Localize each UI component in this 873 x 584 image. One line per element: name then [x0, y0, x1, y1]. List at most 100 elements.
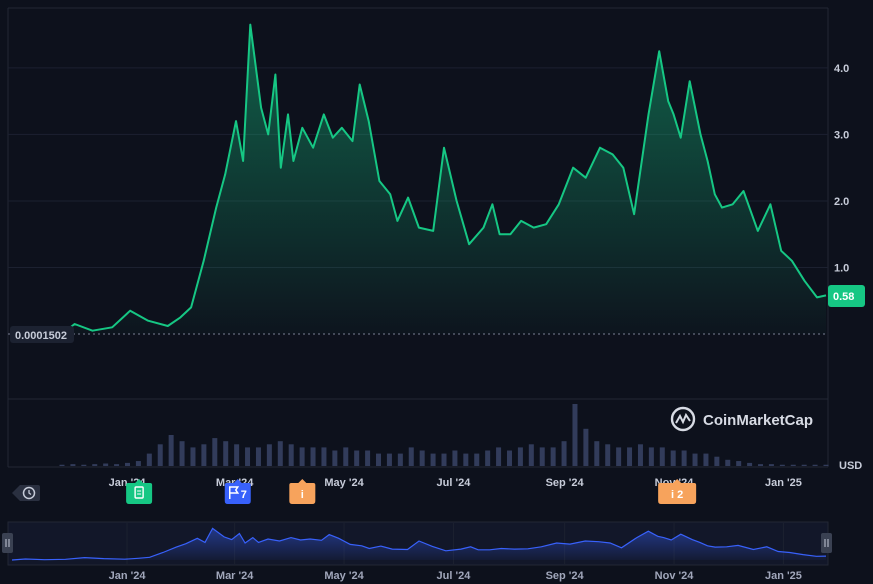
volume-bar: [234, 444, 240, 466]
volume-bar: [561, 441, 567, 466]
volume-bar: [506, 450, 512, 466]
navigator-left-handle-body[interactable]: [2, 533, 13, 553]
history-icon[interactable]: [22, 486, 36, 500]
navigator-x-tick-label: Sep '24: [546, 570, 585, 582]
volume-bar: [714, 456, 720, 466]
navigator-left-handle[interactable]: [2, 533, 13, 553]
volume-bar: [223, 441, 229, 466]
volume-bar: [670, 450, 676, 466]
volume-bar: [441, 453, 447, 466]
volume-bar: [288, 444, 294, 466]
history-button-shape[interactable]: [12, 485, 40, 501]
volume-bar: [59, 464, 65, 466]
volume-bar: [376, 453, 382, 466]
volume-bar: [245, 447, 251, 466]
volume-bar: [103, 463, 109, 466]
volume-bar: [539, 447, 545, 466]
volume-bar: [408, 447, 414, 466]
navigator-x-tick-label: Jul '24: [437, 570, 472, 582]
volume-bar: [692, 453, 698, 466]
volume-bar: [255, 447, 261, 466]
price-area: [62, 24, 826, 334]
event-marker-flag[interactable]: 7: [224, 479, 251, 504]
volume-bar: [627, 447, 633, 466]
info-icon[interactable]: i: [301, 489, 304, 501]
volume-bar: [212, 438, 218, 466]
event-marker-info[interactable]: i: [289, 479, 316, 504]
coinmarketcap-logo-wave: [675, 412, 691, 425]
volume-bar: [594, 441, 600, 466]
current-price-tag: [828, 285, 865, 307]
navigator-x-tick-label: Jan '25: [765, 570, 802, 582]
volume-bar: [736, 461, 742, 466]
document-icon[interactable]: [134, 486, 144, 499]
volume-bar: [190, 447, 196, 466]
event-marker-shape[interactable]: [289, 479, 316, 504]
volume-bar: [648, 447, 654, 466]
event-markers: 7 i i 2: [126, 479, 697, 504]
event-marker-shape[interactable]: [224, 479, 251, 504]
event-marker-info[interactable]: i 2: [658, 479, 697, 504]
volume-bar: [146, 453, 152, 466]
y-tick-label: 1.0: [834, 262, 849, 274]
base-price-label-box: [10, 326, 74, 343]
event-marker-shape[interactable]: [658, 479, 697, 504]
volume-bar: [92, 464, 98, 466]
y-tick-label: 2.0: [834, 196, 849, 208]
volume-bar: [365, 450, 371, 466]
volume-bar: [528, 444, 534, 466]
volume-bar: [823, 464, 829, 466]
coinmarketcap-logo-icon: [670, 406, 696, 432]
history-button[interactable]: [12, 485, 40, 501]
base-price-label: 0.0001502: [15, 330, 67, 342]
price-line: [61, 23, 827, 335]
event-count[interactable]: 7: [241, 489, 247, 501]
event-marker-document[interactable]: [126, 479, 153, 504]
history-icon-hands[interactable]: [28, 490, 32, 496]
volume-bar: [790, 464, 796, 466]
volume-bar: [474, 453, 480, 466]
volume-bar: [430, 453, 436, 466]
volume-bar: [114, 464, 120, 466]
y-tick-label: 4.0: [834, 63, 849, 75]
coinmarketcap-watermark: CoinMarketCap: [670, 406, 813, 432]
volume-bar: [637, 444, 643, 466]
current-price-value: 0.58: [833, 291, 854, 303]
volume-bar: [157, 444, 163, 466]
volume-bar: [616, 447, 622, 466]
x-tick-label: Sep '24: [546, 477, 585, 489]
volume-bar: [321, 447, 327, 466]
volume-bar: [277, 441, 283, 466]
navigator-x-tick-label: Nov '24: [655, 570, 695, 582]
volume-bar: [386, 453, 392, 466]
navigator-x-tick-label: May '24: [324, 570, 364, 582]
volume-bar: [572, 404, 578, 466]
volume-bar: [201, 444, 207, 466]
volume-bar: [332, 450, 338, 466]
navigator-right-handle[interactable]: [821, 533, 832, 553]
volume-bar: [496, 447, 502, 466]
volume-bar: [168, 435, 174, 466]
info-icon[interactable]: i 2: [671, 489, 683, 501]
volume-bar: [747, 462, 753, 466]
volume-bar: [452, 450, 458, 466]
flag-icon[interactable]: [229, 486, 240, 499]
navigator-right-handle-body[interactable]: [821, 533, 832, 553]
volume-bar: [310, 447, 316, 466]
volume-bar: [81, 464, 87, 466]
x-tick-label: Jan '25: [765, 477, 802, 489]
volume-bar: [605, 444, 611, 466]
navigator-x-axis: Jan '24 Mar '24 May '24 Jul '24 Sep '24 Nov '…: [109, 570, 802, 582]
volume-bar: [135, 461, 141, 466]
volume-bar: [550, 447, 556, 466]
navigator-area: [12, 528, 826, 560]
watermark-text: CoinMarketCap: [703, 412, 813, 429]
volume-bar: [70, 464, 76, 466]
navigator-x-tick-label: Mar '24: [216, 570, 254, 582]
volume-bar: [266, 444, 272, 466]
volume-bar: [463, 453, 469, 466]
volume-bar: [681, 450, 687, 466]
volume-bar: [419, 450, 425, 466]
